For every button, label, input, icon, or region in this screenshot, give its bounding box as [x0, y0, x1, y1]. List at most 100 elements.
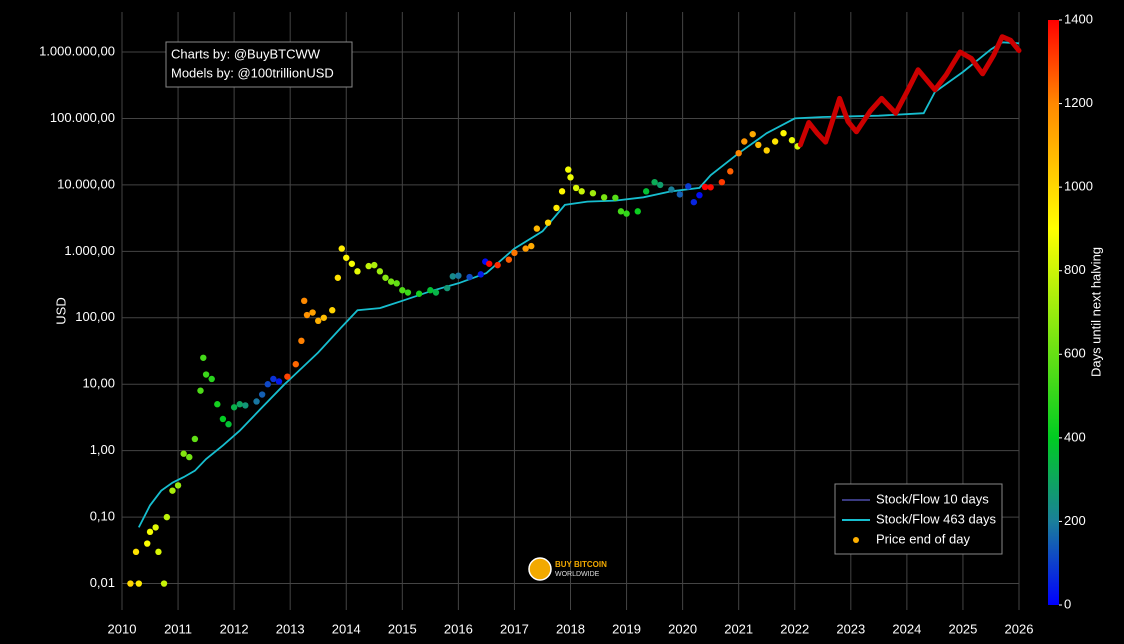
legend-label: Price end of day: [876, 531, 970, 546]
price-point: [455, 272, 462, 279]
x-tick-label: 2019: [612, 621, 641, 636]
price-point: [477, 271, 484, 278]
price-point: [329, 307, 336, 314]
price-point: [690, 198, 698, 206]
price-point: [191, 435, 199, 443]
price-point: [494, 261, 501, 269]
price-point: [511, 249, 518, 257]
price-point: [284, 373, 291, 380]
price-point: [544, 219, 552, 226]
y-tick-label: 10.000,00: [57, 176, 115, 191]
x-tick-label: 2022: [780, 621, 809, 636]
price-point: [334, 274, 342, 281]
price-point: [264, 381, 271, 388]
price-point: [718, 178, 726, 186]
x-tick-label: 2017: [500, 621, 529, 636]
colorbar-tick-label: 400: [1064, 429, 1086, 444]
price-point: [236, 401, 243, 408]
projection-line: [797, 34, 1022, 148]
price-point: [270, 375, 277, 383]
price-point: [741, 138, 748, 145]
price-point: [146, 528, 154, 536]
price-point: [292, 361, 299, 368]
y-tick-label: 0,01: [90, 575, 115, 590]
price-point: [315, 317, 322, 325]
price-point: [685, 183, 692, 190]
price-point: [387, 278, 395, 285]
logo-text: WORLDWIDE: [555, 571, 600, 578]
x-tick-label: 2023: [836, 621, 865, 636]
annotation-box: [165, 41, 353, 88]
price-point: [135, 580, 143, 587]
price-point: [320, 314, 328, 321]
price-point: [449, 273, 456, 280]
price-point: [376, 268, 384, 275]
colorbar-tick-label: 200: [1064, 513, 1086, 528]
price-point: [404, 289, 412, 296]
price-point: [415, 290, 423, 297]
price-point: [558, 188, 566, 195]
price-point: [309, 309, 316, 316]
colorbar-tick-label: 1000: [1064, 179, 1093, 194]
price-point: [696, 191, 703, 199]
price-point: [338, 245, 345, 252]
price-point: [572, 184, 580, 192]
price-point: [225, 421, 232, 428]
price-point: [275, 378, 283, 385]
price-point: [427, 287, 434, 294]
price-point: [393, 280, 400, 287]
price-point: [486, 260, 493, 267]
price-point: [432, 289, 440, 296]
legend-marker: [853, 537, 859, 543]
price-point: [301, 297, 308, 305]
price-point: [565, 166, 572, 173]
price-point: [634, 208, 641, 215]
price-point: [735, 149, 742, 157]
y-tick-label: 0,10: [90, 509, 115, 524]
price-point: [242, 402, 249, 409]
price-point: [466, 273, 473, 281]
price-point: [578, 188, 585, 195]
price-point: [152, 524, 159, 531]
price-point: [780, 129, 787, 137]
y-tick-label: 10,00: [82, 376, 115, 391]
price-point: [174, 482, 182, 489]
price-point: [180, 450, 187, 457]
price-point: [169, 487, 176, 494]
legend-label: Stock/Flow 463 days: [876, 511, 996, 526]
price-point: [522, 245, 529, 252]
price-point: [144, 540, 151, 547]
price-point: [617, 208, 625, 215]
y-tick-label: 1.000,00: [64, 243, 115, 258]
price-point: [589, 189, 597, 197]
x-tick-label: 2026: [1005, 621, 1034, 636]
y-tick-label: 1.000.000,00: [39, 43, 115, 58]
price-point: [186, 453, 193, 461]
price-point: [202, 371, 210, 378]
y-tick-label: 100,00: [75, 309, 115, 324]
price-point: [788, 137, 796, 144]
price-point: [623, 210, 630, 217]
x-tick-label: 2015: [388, 621, 417, 636]
price-point: [612, 194, 619, 201]
price-point: [382, 274, 389, 281]
price-point: [642, 188, 650, 195]
price-point: [197, 387, 204, 394]
price-point: [755, 141, 762, 149]
price-point: [200, 354, 207, 361]
price-point: [230, 404, 238, 411]
price-point: [533, 225, 541, 232]
model-line: [137, 41, 1020, 528]
colorbar-tick-label: 600: [1064, 346, 1086, 361]
y-tick-label: 100.000,00: [50, 110, 115, 125]
price-point: [701, 183, 709, 191]
price-point: [399, 287, 406, 294]
price-point: [657, 181, 664, 189]
price-point: [354, 268, 361, 275]
x-tick-label: 2018: [556, 621, 585, 636]
price-point: [443, 284, 451, 292]
data: [127, 34, 1022, 587]
price-point: [676, 191, 684, 198]
price-point: [763, 147, 770, 154]
price-point: [727, 168, 734, 175]
